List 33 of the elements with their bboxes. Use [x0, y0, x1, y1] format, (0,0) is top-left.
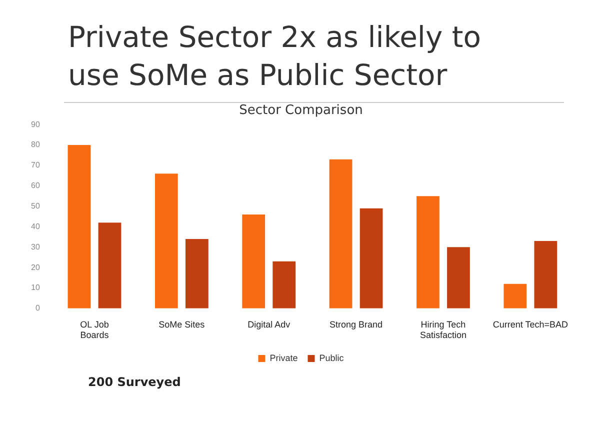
bar	[242, 214, 266, 308]
y-tick-label: 80	[30, 140, 40, 150]
y-tick-label: 20	[30, 262, 40, 272]
y-tick-label: 30	[30, 242, 40, 252]
bar	[185, 238, 208, 308]
bar	[447, 247, 470, 308]
chart-subtitle: Sector Comparison	[239, 103, 363, 118]
y-tick-label: 10	[30, 283, 40, 292]
x-tick-label: Digital Adv	[248, 319, 291, 330]
bar	[98, 222, 122, 308]
text: 200 Surveyed	[88, 375, 182, 389]
bar	[504, 284, 527, 308]
bar	[416, 196, 440, 308]
x-tick-label: Hiring Tech Satisfaction	[420, 319, 466, 340]
bar	[534, 241, 558, 308]
bar	[360, 208, 383, 308]
y-tick-label: 0	[35, 304, 40, 313]
bar	[68, 145, 91, 308]
chart-title: Private Sector 2x as likely to use SoMe as Public Sector	[67, 19, 482, 94]
y-tick-label: 90	[30, 120, 40, 129]
bar	[272, 261, 296, 308]
y-tick-label: 60	[30, 181, 40, 190]
x-tick-label: SoMe Sites	[158, 319, 206, 330]
x-tick-label: Strong Brand	[330, 319, 383, 330]
y-tick-label: 70	[30, 160, 40, 170]
bar	[154, 174, 178, 308]
legend-label: Private	[270, 352, 298, 363]
y-tick-label: 50	[30, 201, 40, 210]
bar	[329, 159, 352, 308]
x-tick-label: OL Job Boards	[80, 319, 110, 340]
x-tick-label: Current Tech=BAD	[492, 319, 568, 330]
y-tick-label: 40	[30, 222, 40, 231]
legend-label: Public	[319, 352, 344, 363]
